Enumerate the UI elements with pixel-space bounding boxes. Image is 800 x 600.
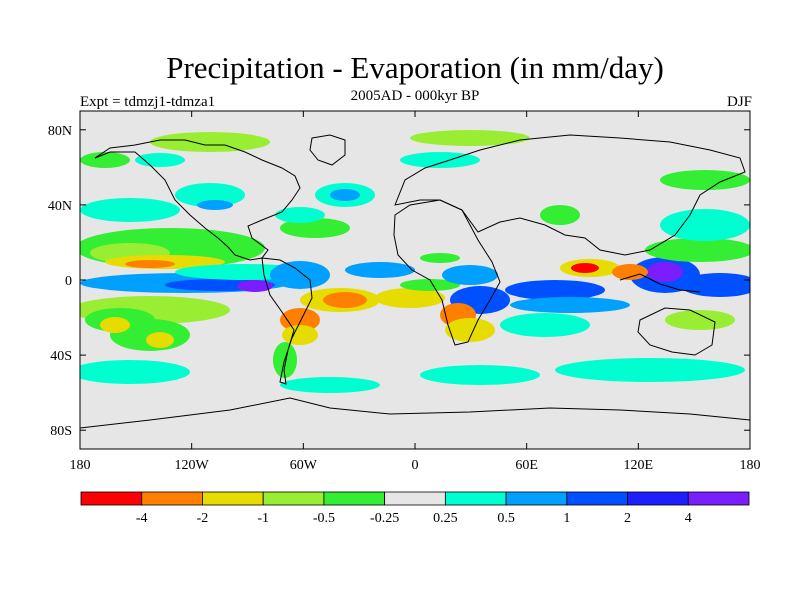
colorbar-label: -0.5 <box>313 511 335 526</box>
colorbar-swatch <box>262 491 325 506</box>
lon-tick-label: 120W <box>175 458 210 473</box>
season-label: DJF <box>726 94 752 110</box>
colorbar-swatch <box>627 491 689 506</box>
colorbar-label: 4 <box>685 511 692 526</box>
map-title: Precipitation - Evaporation (in mm/day) <box>166 50 664 85</box>
lat-tick-label: 80S <box>50 424 72 439</box>
colorbar-swatch <box>687 491 750 506</box>
indonesia-outline <box>619 273 701 293</box>
field-region <box>135 153 185 167</box>
colorbar-swatch <box>202 491 264 506</box>
colorbar-swatch <box>323 491 386 506</box>
colorbar-swatch <box>444 491 507 506</box>
lon-tick-label: 60E <box>515 458 538 473</box>
precip-field <box>80 130 750 393</box>
field-region <box>282 325 318 345</box>
field-region <box>375 288 445 308</box>
colorbar-swatch <box>384 491 446 506</box>
colorbar-label: -1 <box>257 511 269 526</box>
field-region <box>555 358 745 382</box>
field-region <box>280 377 380 393</box>
field-region <box>420 365 540 385</box>
field-region <box>665 310 735 330</box>
antarctica-outline <box>80 397 750 429</box>
colorbar-label: -2 <box>197 511 209 526</box>
field-region <box>540 205 580 225</box>
field-region <box>280 308 320 332</box>
field-region <box>400 279 460 291</box>
north-america-outline <box>94 139 301 261</box>
australia-outline <box>637 307 716 356</box>
field-region <box>680 273 750 297</box>
field-region <box>660 170 750 190</box>
field-region <box>197 200 233 210</box>
field-region <box>280 218 350 238</box>
lat-tick-label: 40S <box>50 349 72 364</box>
colorbar-label: 0.25 <box>433 511 458 526</box>
field-region <box>345 262 415 278</box>
field-region <box>660 209 750 241</box>
lon-tick-label: 180 <box>740 458 761 473</box>
field-region <box>420 253 460 263</box>
field-region <box>275 207 325 223</box>
colorbar-label: 1 <box>563 511 570 526</box>
colorbar-swatch <box>80 491 143 506</box>
colorbar: -4 -2 -1 -0.5 -0.25 0.25 0.5 1 2 4 <box>80 491 750 526</box>
lon-tick-label: 60W <box>290 458 318 473</box>
field-region <box>100 317 130 333</box>
colorbar-label: -4 <box>136 511 148 526</box>
experiment-label: Expt = tdmzj1-tdmza1 <box>80 94 216 110</box>
field-region <box>505 280 605 300</box>
field-region <box>80 152 130 168</box>
field-region <box>410 130 530 146</box>
field-region <box>571 263 599 273</box>
lon-tick-label: 120E <box>624 458 654 473</box>
lat-tick-label: 40N <box>48 199 72 214</box>
greenland-outline <box>309 134 346 166</box>
field-region <box>323 292 367 308</box>
field-region <box>500 313 590 337</box>
map-subtitle: 2005AD - 000kyr BP <box>350 88 480 104</box>
colorbar-swatch <box>505 491 568 506</box>
field-region <box>237 280 273 292</box>
colorbar-swatch <box>566 491 628 506</box>
field-region <box>442 265 498 285</box>
field-region <box>330 189 360 201</box>
field-region <box>645 238 750 262</box>
field-region <box>175 183 245 207</box>
field-region <box>400 152 480 168</box>
colorbar-label: -0.25 <box>370 511 399 526</box>
field-region <box>510 297 630 313</box>
field-region <box>150 132 270 152</box>
lat-tick-label: 0 <box>65 274 72 289</box>
lat-tick-label: 80N <box>48 124 72 139</box>
field-region <box>125 260 175 268</box>
field-region <box>80 198 180 222</box>
eurasia-outline <box>394 134 746 256</box>
latitude-ticks: 80N 40N 0 40S 80S <box>48 124 750 439</box>
colorbar-swatch <box>141 491 203 506</box>
field-region <box>146 332 174 348</box>
south-america-outline <box>261 257 313 385</box>
colorbar-label: 2 <box>624 511 631 526</box>
field-region <box>612 264 648 280</box>
lon-tick-label: 0 <box>412 458 419 473</box>
colorbar-label: 0.5 <box>497 511 515 526</box>
field-region <box>80 360 190 384</box>
field-region <box>647 262 683 282</box>
field-region <box>445 318 495 342</box>
lon-tick-label: 180 <box>70 458 91 473</box>
coastlines <box>80 134 750 429</box>
longitude-ticks: 180 120W 60W 0 60E 120E 180 <box>70 111 761 473</box>
field-region <box>270 261 330 289</box>
